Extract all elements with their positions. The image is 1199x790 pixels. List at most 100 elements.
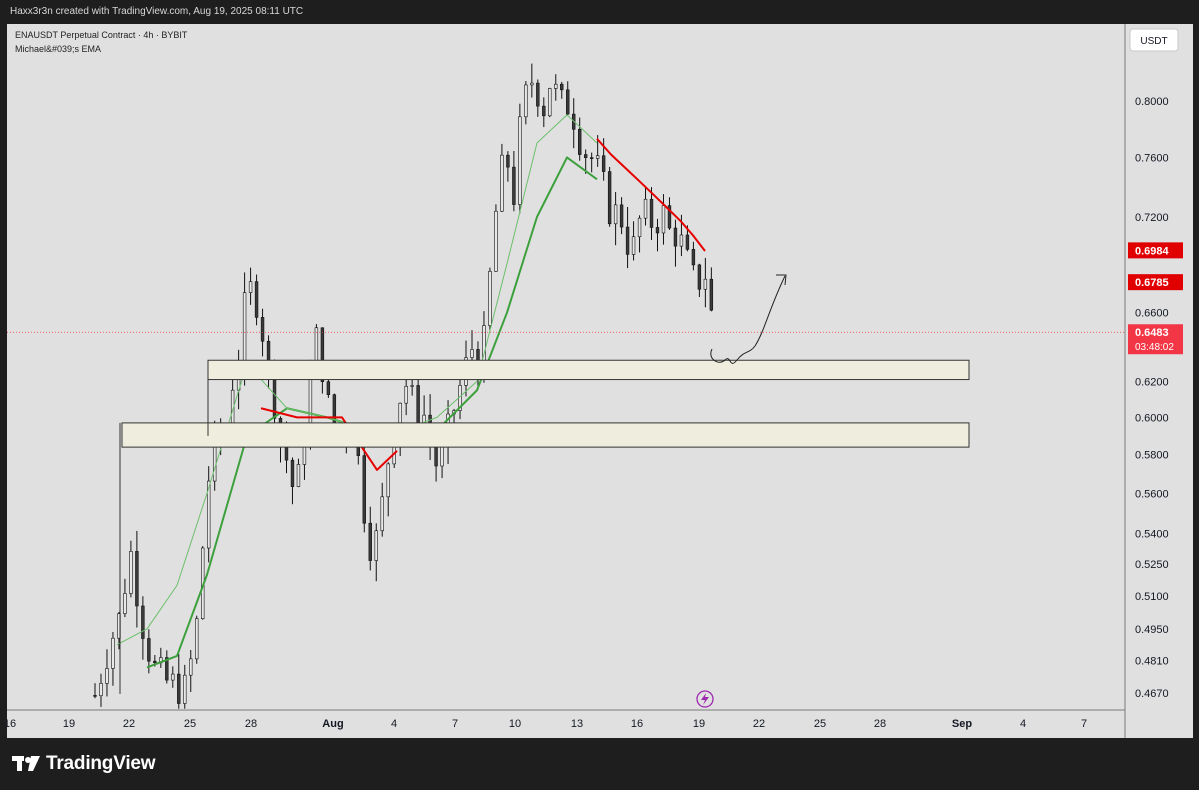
lightning-icon[interactable] [696, 690, 714, 708]
candle-body [566, 89, 570, 115]
candle-body [111, 637, 115, 669]
candle-body [362, 455, 366, 524]
time-tick-label: 22 [753, 718, 765, 730]
candle-body [691, 249, 696, 266]
candle-body [703, 278, 708, 290]
price-axis: 0.8000 0.7600 0.7200 0.6600 0.6200 0.6000 0.58… [1135, 96, 1169, 700]
candle-body [494, 210, 498, 272]
currency-badge[interactable] [1129, 28, 1179, 52]
candle-body [548, 88, 552, 117]
projection-arrow[interactable] [710, 275, 786, 364]
candle-body [153, 660, 157, 664]
candle-body [296, 464, 301, 487]
time-tick-label: 16 [7, 718, 16, 730]
attribution-bar: Haxx3r3n created with TradingView.com, A… [0, 0, 1199, 24]
candle-body [141, 605, 145, 639]
time-tick-label: 28 [245, 718, 257, 730]
lower-demand-zone[interactable] [121, 422, 970, 448]
candle-body [440, 445, 444, 467]
candle-body [685, 234, 690, 250]
candle-body [643, 198, 648, 219]
candle-body [655, 227, 660, 234]
candle-body [260, 317, 265, 342]
candle-body [147, 638, 151, 662]
time-tick-label: Sep [952, 718, 972, 730]
time-tick-label: 28 [874, 718, 886, 730]
candle-body [607, 171, 612, 225]
candle-body [518, 116, 522, 205]
time-tick-label: 25 [184, 718, 196, 730]
tradingview-logo[interactable]: TradingView [12, 753, 156, 775]
candle-body [416, 385, 420, 429]
candle-body [619, 204, 624, 228]
candle-body [583, 154, 588, 158]
candle-body [135, 551, 139, 607]
candle-body [410, 385, 414, 387]
time-tick-label: 10 [509, 718, 521, 730]
candle-body [667, 205, 672, 229]
price-tag-value: 0.6785 [1135, 277, 1169, 289]
time-tick-label: 13 [571, 718, 583, 730]
ema-lines [116, 114, 706, 669]
zones-group [119, 359, 970, 694]
candle-body [500, 154, 504, 212]
candle-body [524, 84, 528, 118]
candle-body [171, 673, 175, 681]
candle-body [470, 349, 474, 358]
candle-body [661, 205, 666, 234]
candle-body [189, 658, 193, 676]
footer-bar [0, 738, 1199, 790]
attribution-text: Haxx3r3n created with TradingView.com, A… [10, 6, 304, 17]
time-tick-label: 19 [63, 718, 75, 730]
candle-body [195, 618, 199, 660]
upper-demand-zone[interactable] [207, 359, 970, 381]
candle-body [165, 657, 169, 681]
price-tick-label: 0.4950 [1135, 624, 1169, 636]
candle-body [578, 128, 582, 155]
candle-body [99, 683, 103, 697]
candle-body [177, 673, 181, 704]
price-tick-label: 0.5600 [1135, 488, 1169, 500]
candle-body [404, 386, 408, 404]
candle-body [637, 217, 642, 238]
candle-body [679, 234, 684, 247]
price-tick-label: 0.6000 [1135, 412, 1169, 424]
ema-red-line [596, 138, 706, 252]
price-tick-label: 0.7600 [1135, 152, 1169, 164]
time-tick-label: 7 [452, 718, 458, 730]
candle-body [709, 278, 714, 311]
indicator-legend: Michael&#039;s EMA [15, 44, 101, 54]
price-tick-label: 0.8000 [1135, 96, 1169, 108]
candle-body [326, 381, 331, 395]
price-tick-label: 0.5400 [1135, 528, 1169, 540]
candle-body [290, 459, 295, 487]
candle-body [601, 155, 606, 172]
time-tick-label: 4 [1020, 718, 1026, 730]
candle-body [595, 155, 600, 159]
projection-arrow-head [776, 274, 787, 286]
candle-body [625, 226, 630, 255]
time-tick-label: 19 [693, 718, 705, 730]
time-tick-label: 4 [391, 718, 397, 730]
candle-body [613, 204, 618, 225]
tradingview-wordmark: TradingView [46, 753, 156, 774]
time-axis: 16 19 22 25 28 Aug 4 7 10 13 16 19 22 25 28 Sep 4 7 [7, 718, 1087, 730]
candle-body [248, 281, 253, 293]
price-tick-label: 0.6200 [1135, 376, 1169, 388]
time-tick-label: 7 [1081, 718, 1087, 730]
chart-canvas[interactable]: ENAUSDT Perpetual Contract · 4h · BYBIT … [7, 24, 1193, 738]
price-tag-value: 0.6984 [1135, 245, 1170, 257]
candle-body [673, 227, 678, 247]
candle-body [542, 105, 546, 117]
time-tick-label: Aug [322, 718, 343, 730]
candle-body [536, 82, 540, 107]
price-tick-label: 0.4810 [1135, 656, 1169, 668]
time-tick-label: 25 [814, 718, 826, 730]
tradingview-logo-icon [12, 756, 40, 771]
candles-group [93, 63, 714, 709]
price-tags: 0.6984 0.6785 0.6483 03:48:02 [1128, 242, 1183, 355]
annotations-group [710, 274, 787, 364]
candle-body [320, 327, 325, 382]
candle-body [512, 166, 516, 205]
price-tag-value: 0.6483 [1135, 327, 1169, 339]
